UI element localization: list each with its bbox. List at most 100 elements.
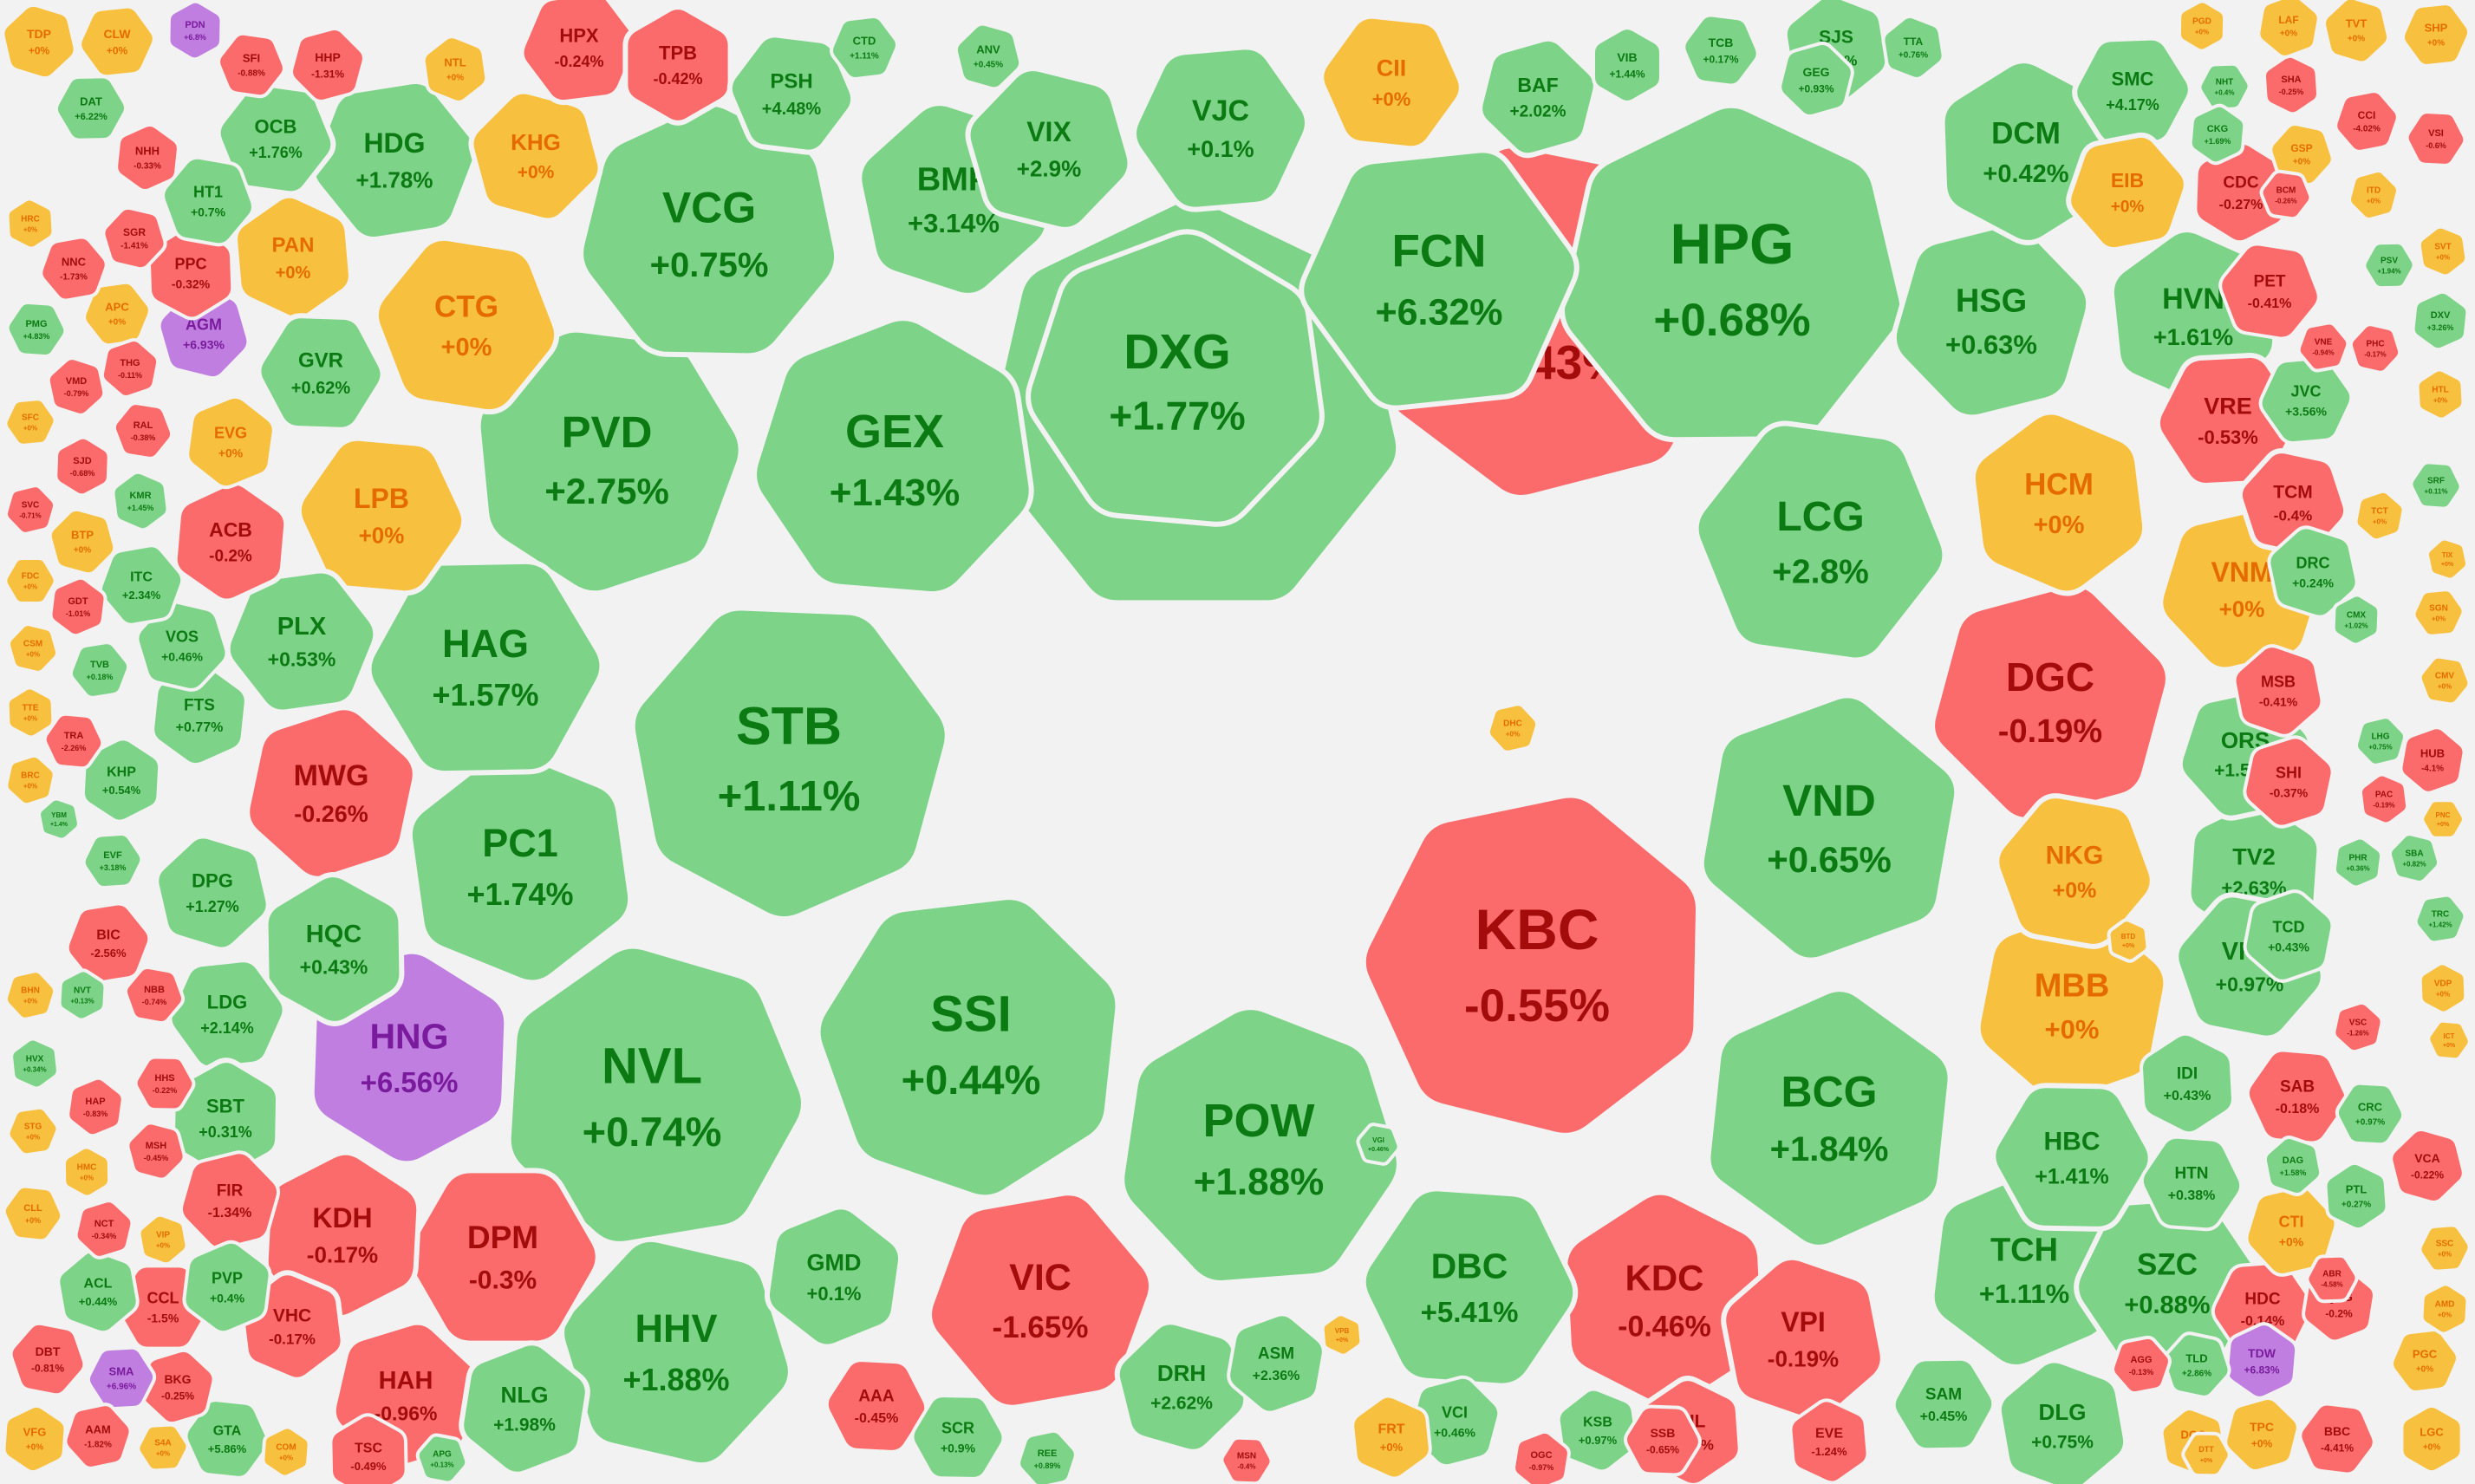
heatmap-cell-aaa[interactable]: AAA -0.45% [824,1358,928,1454]
heatmap-cell-ptl[interactable]: PTL +0.27% [2323,1161,2389,1232]
heatmap-cell-hmc[interactable]: HMC +0% [62,1145,112,1199]
heatmap-cell-crc[interactable]: CRC +0.97% [2335,1081,2406,1147]
heatmap-cell-asm[interactable]: ASM +2.36% [1227,1312,1325,1415]
heatmap-cell-hcm[interactable]: HCM +0% [1970,409,2148,596]
heatmap-cell-agg[interactable]: AGG -0.13% [2111,1335,2172,1396]
heatmap-cell-msn[interactable]: MSN -0.4% [1220,1435,1273,1484]
heatmap-cell-hpx[interactable]: HPX -0.24% [518,0,640,106]
heatmap-cell-hbc[interactable]: HBC +1.41% [1990,1083,2153,1232]
heatmap-cell-kmr[interactable]: KMR +1.45% [111,470,170,532]
heatmap-cell-kbc[interactable]: KBC -0.55% [1360,792,1702,1138]
heatmap-cell-vcg[interactable]: VCG +0.75% [578,101,840,359]
heatmap-cell-ssi[interactable]: SSI +0.44% [815,895,1121,1201]
heatmap-cell-ctg[interactable]: CTG +0% [373,235,560,415]
heatmap-cell-gsp[interactable]: GSP +0% [2269,122,2335,186]
heatmap-cell-hhs[interactable]: HHS -0.22% [134,1055,196,1112]
heatmap-cell-khg[interactable]: KHG +0% [468,88,603,224]
heatmap-cell-pdn[interactable]: PDN +6.8% [166,0,224,62]
heatmap-cell-sjd[interactable]: SJD -0.68% [54,435,111,498]
heatmap-cell-svt[interactable]: SVT +0% [2417,225,2469,278]
heatmap-cell-ssc[interactable]: SSC +0% [2418,1223,2472,1273]
heatmap-cell-nnc[interactable]: NNC -1.73% [39,235,108,303]
heatmap-cell-hrc[interactable]: HRC+0% [5,197,55,251]
heatmap-cell-shp[interactable]: SHP +0% [2400,2,2472,68]
heatmap-cell-phr[interactable]: PHR +0.36% [2332,836,2384,889]
heatmap-cell-nkg[interactable]: NKG +0% [1994,793,2155,949]
heatmap-cell-hpg[interactable]: HPG +0.68% [1560,102,1905,443]
heatmap-cell-dbc[interactable]: DBC +5.41% [1360,1186,1579,1389]
heatmap-cell-dhc[interactable]: DHC +0% [1486,702,1540,754]
heatmap-cell-ict[interactable]: ICT +0% [2426,1019,2472,1062]
heatmap-cell-gmd[interactable]: GMD +0.1% [764,1204,904,1350]
heatmap-cell-ctd[interactable]: CTD +1.11% [830,14,899,81]
heatmap-cell-dpm[interactable]: DPM -0.3% [405,1168,601,1346]
heatmap-cell-pnc[interactable]: PNC +0% [2420,798,2465,840]
heatmap-cell-evf[interactable]: EVF +3.18% [81,831,144,890]
heatmap-cell-hdg[interactable]: HDG +1.78% [309,79,479,242]
heatmap-cell-tix[interactable]: TIX +0% [2425,537,2470,582]
heatmap-cell-tte[interactable]: TTE +0% [5,686,55,739]
heatmap-cell-vca[interactable]: VCA -0.22% [2389,1127,2465,1205]
heatmap-cell-sfi[interactable]: SFI -0.88% [217,31,286,99]
heatmap-cell-dbt[interactable]: DBT -0.81% [9,1321,87,1397]
heatmap-cell-lcg[interactable]: LCG +2.8% [1693,420,1948,663]
heatmap-cell-pc1[interactable]: PC1 +1.74% [407,748,634,986]
heatmap-cell-smc[interactable]: SMC +4.17% [2072,35,2193,147]
heatmap-cell-pvp[interactable]: PVP +0.4% [182,1240,272,1335]
heatmap-cell-idi[interactable]: IDI +0.43% [2140,1032,2235,1136]
heatmap-cell-bbc[interactable]: BBC -4.41% [2298,1402,2376,1476]
heatmap-cell-msh[interactable]: MSH -0.45% [126,1121,186,1181]
heatmap-cell-vpi[interactable]: VPI -0.19% [1721,1254,1886,1424]
heatmap-cell-lhg[interactable]: LHG +0.75% [2354,715,2407,767]
heatmap-cell-ppc[interactable]: PPC -0.32% [147,225,235,321]
heatmap-cell-amd[interactable]: AMD +0% [2420,1282,2470,1336]
heatmap-cell-bcg[interactable]: BCG +1.84% [1705,986,1953,1250]
heatmap-cell-tct[interactable]: TCT+0% [2354,489,2406,543]
heatmap-cell-btd[interactable]: BTD +0% [2107,918,2150,963]
heatmap-cell-tld[interactable]: TLD +2.86% [2162,1331,2231,1399]
heatmap-cell-srf[interactable]: SRF +0.11% [2409,460,2463,511]
heatmap-cell-gvr[interactable]: GVR +0.62% [256,313,386,433]
heatmap-cell-dag[interactable]: DAG +1.58% [2263,1136,2323,1196]
heatmap-cell-ogc[interactable]: OGC -0.97% [1512,1429,1571,1484]
heatmap-cell-itd[interactable]: ITD +0% [2348,169,2400,221]
heatmap-cell-trc[interactable]: TRC+1.42% [2413,893,2467,945]
heatmap-cell-ht1[interactable]: HT1 +0.7% [161,155,255,247]
heatmap-cell-baf[interactable]: BAF +2.02% [1477,36,1599,159]
heatmap-cell-vdp[interactable]: VDP +0% [2418,961,2468,1015]
heatmap-cell-bhn[interactable]: BHN +0% [3,969,57,1021]
heatmap-cell-tpb[interactable]: TPB -0.42% [622,4,733,126]
heatmap-cell-vci[interactable]: VCI +0.46% [1408,1375,1501,1468]
heatmap-cell-htn[interactable]: HTN +0.38% [2140,1135,2244,1232]
heatmap-cell-msb[interactable]: MSB -0.41% [2232,644,2324,738]
heatmap-cell-tra[interactable]: TRA -2.26% [42,712,105,771]
heatmap-cell-pow[interactable]: POW +1.88% [1119,1005,1402,1285]
heatmap-cell-drc[interactable]: DRC +0.24% [2267,525,2359,619]
heatmap-cell-vpb[interactable]: VPB +0% [1320,1312,1364,1357]
heatmap-cell-hvx[interactable]: HVX +0.34% [10,1037,60,1090]
heatmap-cell-dlg[interactable]: DLG +0.75% [1996,1357,2129,1484]
heatmap-cell-tpc[interactable]: TPC +0% [2224,1396,2300,1474]
heatmap-cell-sab[interactable]: SAB -0.18% [2245,1048,2349,1145]
heatmap-cell-hqc[interactable]: HQC +0.43% [263,872,405,1026]
heatmap-cell-tcm[interactable]: TCM -0.4% [2237,448,2349,557]
heatmap-cell-scr[interactable]: SCR +0.9% [910,1394,1006,1481]
heatmap-cell-tta[interactable]: TTA +0.76% [1881,15,1945,81]
heatmap-cell-dgc[interactable]: DGC -0.19% [1930,582,2171,823]
heatmap-cell-vmd[interactable]: VMD -0.79% [46,356,107,417]
heatmap-cell-hdc[interactable]: HDC -0.14% [2211,1260,2315,1357]
heatmap-cell-vnd[interactable]: VND +0.65% [1698,693,1960,963]
heatmap-cell-thg[interactable]: THG -0.11% [100,338,160,399]
heatmap-cell-eve[interactable]: EVE -1.24% [1788,1398,1870,1484]
heatmap-cell-btp[interactable]: BTP +0% [48,507,117,576]
heatmap-cell-fdc[interactable]: FDC+0% [3,556,57,605]
heatmap-cell-cci[interactable]: CCI -4.02% [2334,89,2400,153]
heatmap-cell-nbb[interactable]: NBB -0.74% [123,966,186,1025]
heatmap-cell-dtt[interactable]: DTT +0% [2181,1431,2231,1478]
heatmap-cell-hhv[interactable]: HHV +1.88% [559,1236,793,1468]
heatmap-cell-acl[interactable]: ACL +0.44% [56,1248,140,1335]
heatmap-cell-ntl[interactable]: NTL +0% [421,35,489,104]
heatmap-cell-psh[interactable]: PSH +4.48% [726,32,856,155]
heatmap-cell-vne[interactable]: VNE-0.94% [2296,321,2350,373]
heatmap-cell-sba[interactable]: SBA +0.82% [2387,832,2441,884]
